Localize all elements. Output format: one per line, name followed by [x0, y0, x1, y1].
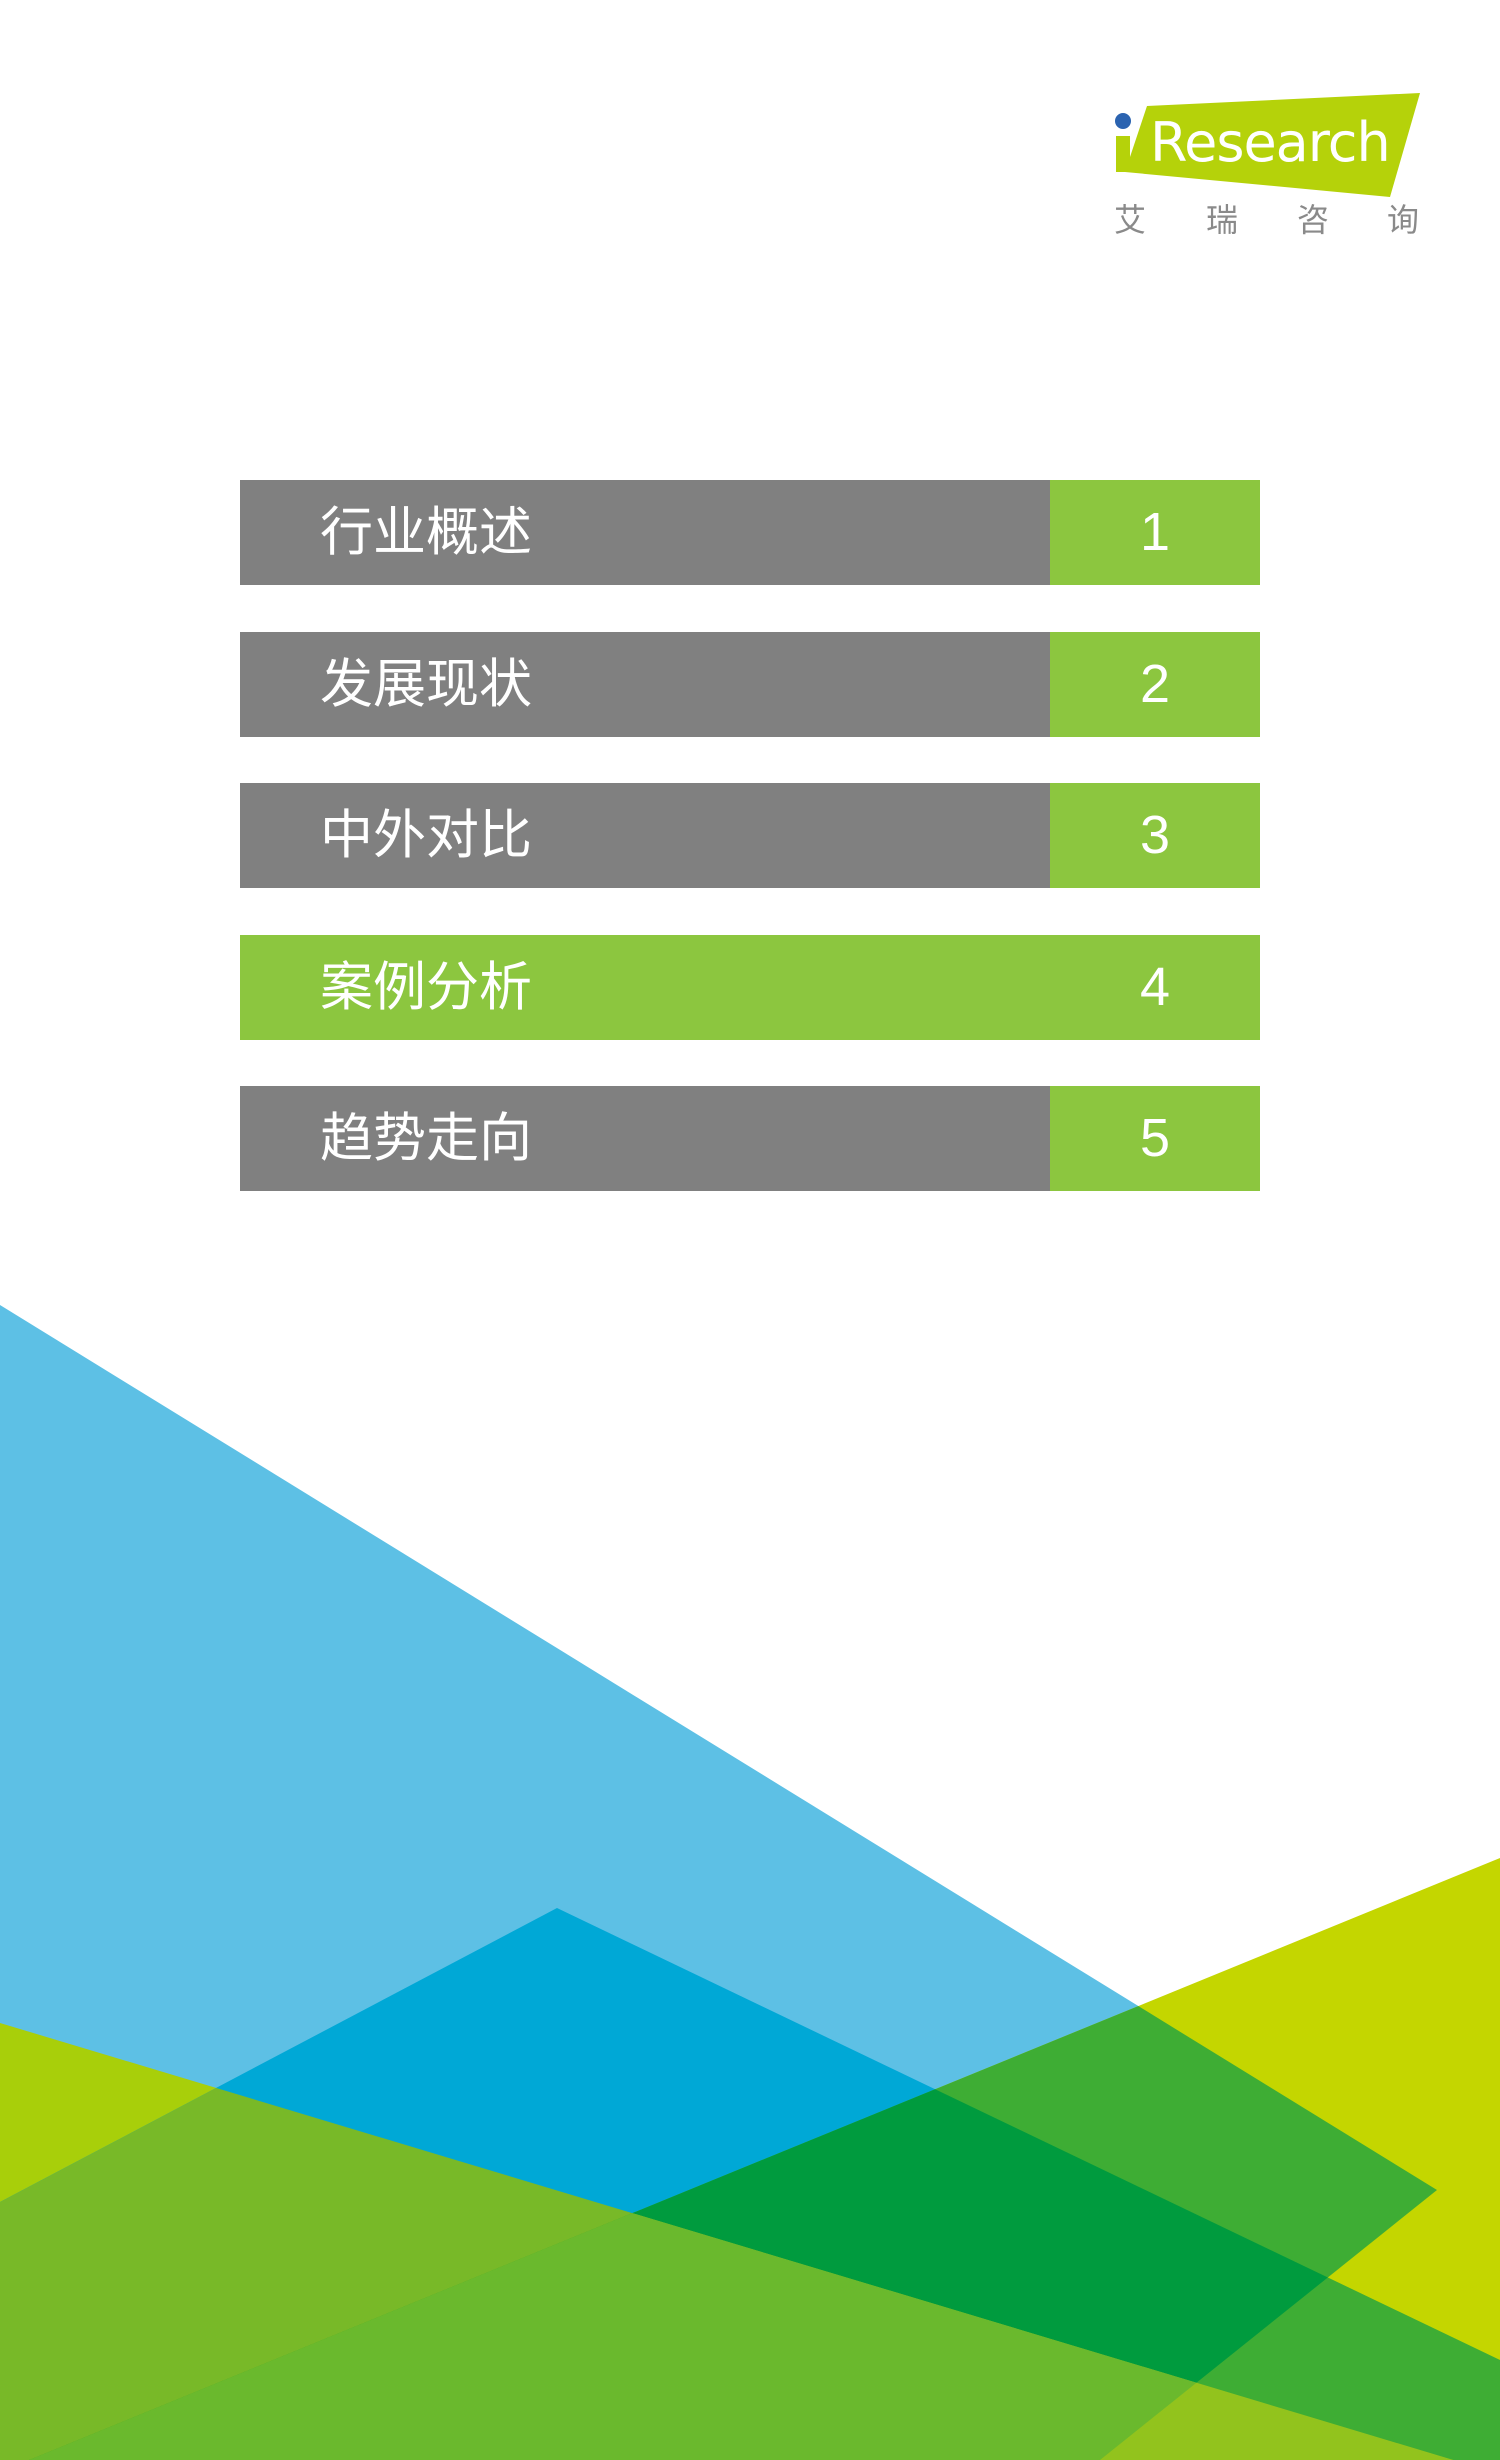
- logo-char: 咨: [1296, 201, 1329, 239]
- toc-item-label: 案例分析: [240, 935, 1050, 1040]
- toc-item-label: 发展现状: [240, 632, 1050, 737]
- logo-wordmark: Research: [1150, 111, 1391, 174]
- logo-char: 询: [1386, 201, 1419, 239]
- logo-char: 艾: [1113, 201, 1146, 239]
- toc-item-number: 2: [1050, 632, 1260, 737]
- toc-item-3[interactable]: 中外对比 3: [240, 783, 1260, 888]
- toc-item-number: 3: [1050, 783, 1260, 888]
- toc-item-4-active[interactable]: 案例分析 4: [240, 935, 1260, 1040]
- toc-item-number: 4: [1050, 935, 1260, 1040]
- toc-item-label: 中外对比: [240, 783, 1050, 888]
- toc-item-number: 1: [1050, 480, 1260, 585]
- toc-item-label: 行业概述: [240, 480, 1050, 585]
- toc-item-number: 5: [1050, 1086, 1260, 1191]
- logo-char: 瑞: [1205, 201, 1238, 239]
- toc-item-5[interactable]: 趋势走向 5: [240, 1086, 1260, 1191]
- logo-shape: [1115, 93, 1420, 197]
- toc-item-label: 趋势走向: [240, 1086, 1050, 1191]
- toc-item-2[interactable]: 发展现状 2: [240, 632, 1260, 737]
- toc-item-1[interactable]: 行业概述 1: [240, 480, 1260, 585]
